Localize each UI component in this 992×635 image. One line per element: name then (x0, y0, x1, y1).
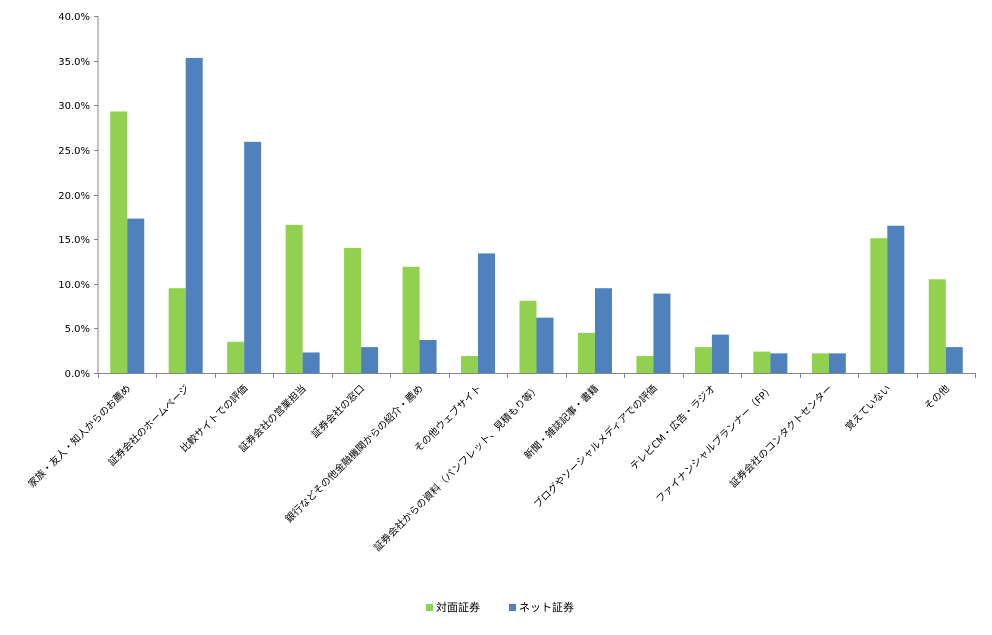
bar-series2 (419, 339, 437, 373)
legend: 対面証券 ネット証券 (426, 600, 574, 614)
y-tick-label: 35.0% (58, 57, 90, 68)
bar-series2 (244, 141, 262, 373)
bar-series1 (285, 224, 303, 373)
bar-series1 (227, 341, 245, 373)
bar-series1 (402, 266, 420, 373)
bar-series1 (461, 356, 479, 373)
x-category-label: 証券会社のコンタクトセンター (727, 382, 835, 490)
y-tick-label: 20.0% (58, 191, 90, 202)
x-category-label: ブログやソーシャルメディアでの評価 (531, 382, 660, 511)
bar-series2 (653, 293, 671, 373)
bar-series2 (478, 253, 496, 373)
x-category-label: 覚えていない (842, 382, 893, 433)
bar-series2 (127, 218, 145, 373)
x-category-label: その他 (921, 382, 951, 412)
bar-series2 (828, 353, 846, 373)
bar-series2 (536, 317, 554, 373)
y-axis: 0.0% 5.0% 10.0% 15.0% 20.0% 25.0% 30.0% 35.0% 40… (58, 12, 99, 380)
bar-series1 (577, 332, 595, 373)
bar-series1 (928, 279, 946, 373)
y-tick-label: 5.0% (65, 324, 90, 335)
bar-series2 (594, 288, 612, 373)
y-tick-label: 25.0% (58, 146, 90, 157)
bar-series2 (711, 334, 729, 373)
x-category-label: 証券会社の窓口 (309, 382, 368, 441)
x-axis: 家族・友人・知人からのお薦め証券会社のホームページ比較サイトでの評価証券会社の営… (25, 373, 976, 554)
x-category-label: 家族・友人・知人からのお薦め (25, 382, 133, 490)
bar-series2 (945, 347, 963, 373)
bar-series2 (185, 57, 203, 373)
bar-series1 (870, 238, 888, 373)
bar-series2 (302, 352, 320, 373)
bars (110, 57, 963, 373)
legend-label: ネット証券 (519, 600, 574, 614)
bar-series2 (770, 353, 788, 373)
bar-series1 (694, 347, 712, 373)
bar-series1 (753, 351, 771, 373)
legend-swatch (509, 604, 516, 611)
y-tick-label: 30.0% (58, 101, 90, 112)
bar-series1 (811, 353, 829, 373)
legend-swatch (426, 604, 433, 611)
y-tick-label: 10.0% (58, 280, 90, 291)
legend-label: 対面証券 (436, 600, 480, 614)
bar-series2 (361, 347, 379, 373)
y-tick-label: 15.0% (58, 235, 90, 246)
bar-series1 (344, 248, 362, 373)
y-tick-label: 0.0% (65, 369, 90, 380)
bar-series2 (887, 225, 905, 373)
bar-series1 (519, 300, 537, 373)
bar-series1 (636, 356, 654, 373)
bar-series1 (110, 111, 128, 373)
bar-series1 (168, 288, 186, 373)
x-category-label: ファイナンシャルプランナー（FP） (654, 383, 777, 506)
y-tick-label: 40.0% (58, 12, 90, 23)
